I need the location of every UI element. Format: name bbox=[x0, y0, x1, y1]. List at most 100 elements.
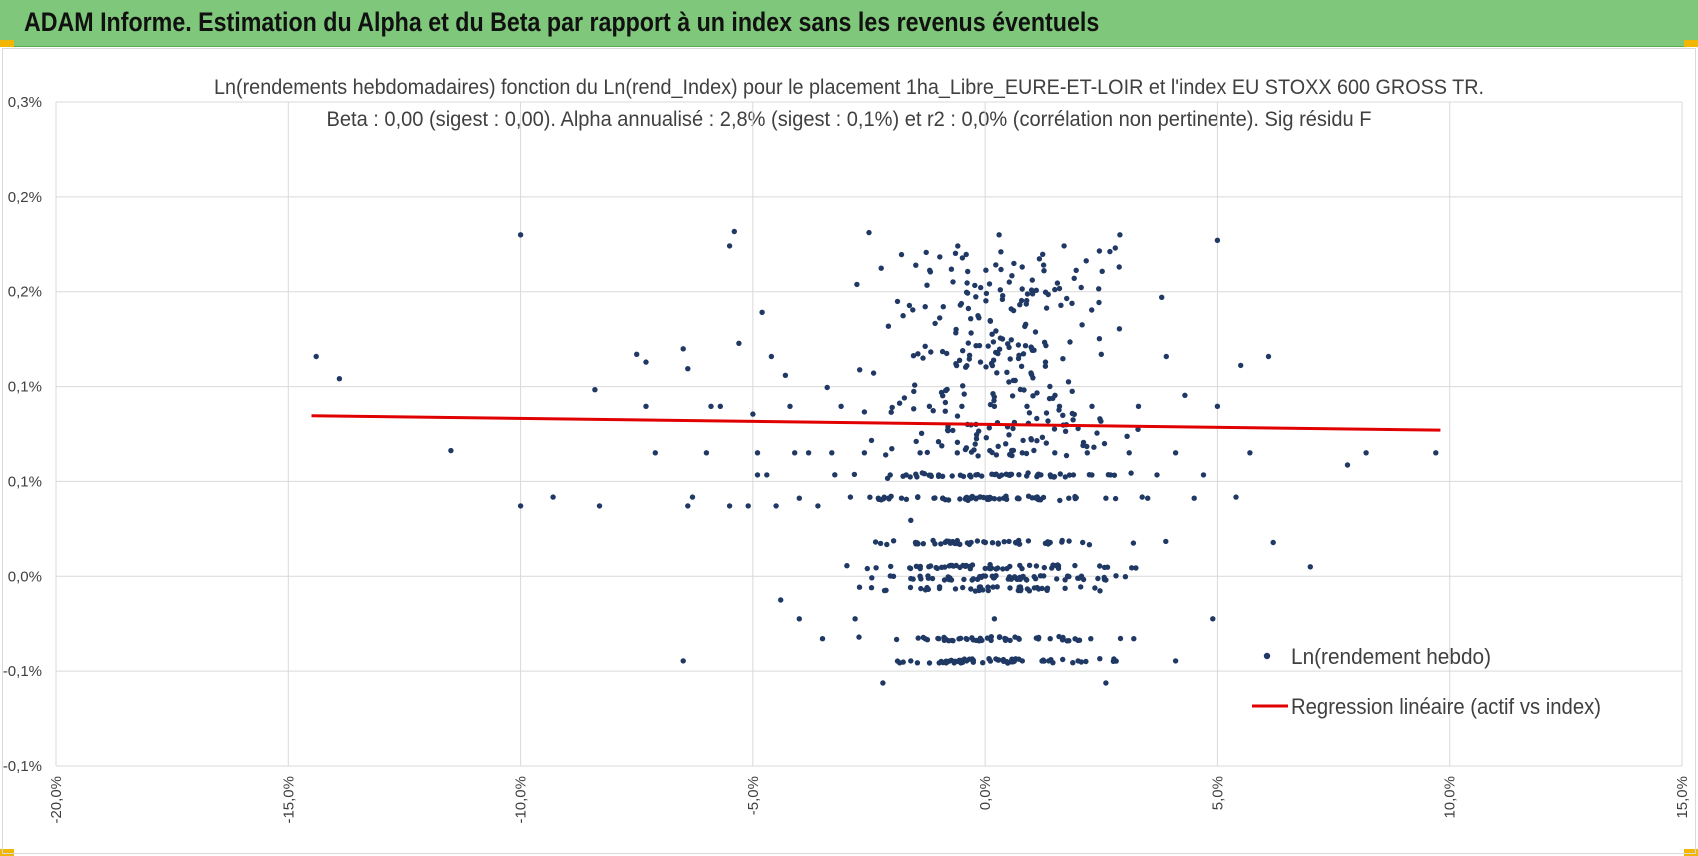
data-point bbox=[1210, 616, 1216, 622]
data-point bbox=[1018, 586, 1024, 592]
data-point bbox=[868, 585, 875, 591]
data-point bbox=[989, 471, 995, 477]
data-point bbox=[1006, 379, 1012, 385]
data-point bbox=[1247, 450, 1253, 456]
data-point bbox=[977, 635, 983, 641]
data-point bbox=[448, 447, 454, 454]
data-point bbox=[717, 403, 723, 409]
data-point bbox=[1029, 291, 1036, 297]
data-point bbox=[926, 403, 933, 409]
data-point bbox=[1034, 390, 1040, 396]
data-point bbox=[976, 342, 983, 349]
data-point bbox=[940, 393, 946, 399]
data-point bbox=[952, 250, 959, 256]
data-point bbox=[1071, 275, 1077, 281]
data-point bbox=[1066, 495, 1072, 501]
data-point bbox=[1163, 538, 1169, 545]
data-point bbox=[915, 494, 921, 500]
y-tick-label: 0,0% bbox=[8, 568, 42, 585]
x-tick-label: 5,0% bbox=[1209, 776, 1226, 810]
data-point bbox=[957, 472, 964, 478]
x-tick-label: -20,0% bbox=[48, 776, 65, 824]
data-point bbox=[824, 384, 830, 391]
data-point bbox=[1078, 659, 1085, 665]
data-point bbox=[967, 566, 973, 572]
data-point bbox=[928, 349, 934, 355]
data-point bbox=[983, 364, 989, 370]
data-point bbox=[1022, 321, 1029, 327]
y-tick-label: -0,1% bbox=[3, 663, 42, 680]
data-point bbox=[973, 436, 980, 442]
data-point bbox=[991, 616, 998, 622]
data-point bbox=[1009, 393, 1016, 399]
data-point bbox=[994, 584, 1000, 590]
data-point bbox=[1007, 563, 1013, 570]
data-point bbox=[935, 473, 942, 479]
data-point bbox=[946, 638, 952, 644]
data-point bbox=[917, 573, 923, 579]
header-bar: ADAM Informe. Estimation du Alpha et du … bbox=[0, 0, 1698, 47]
data-point bbox=[886, 496, 892, 502]
data-point bbox=[1063, 452, 1070, 459]
data-point bbox=[1059, 637, 1066, 643]
y-tick-label: 0,2% bbox=[8, 189, 42, 206]
legend-point-marker bbox=[1263, 652, 1271, 660]
data-point bbox=[1051, 426, 1058, 432]
data-point bbox=[887, 472, 893, 478]
data-point bbox=[937, 315, 943, 321]
data-point bbox=[1012, 634, 1018, 640]
data-point bbox=[982, 539, 989, 546]
data-point bbox=[918, 585, 924, 592]
header-title: ADAM Informe. Estimation du Alpha et du … bbox=[24, 7, 1100, 37]
data-point bbox=[1004, 369, 1010, 375]
data-point bbox=[910, 307, 916, 313]
data-point bbox=[1097, 563, 1103, 569]
data-point bbox=[948, 266, 955, 272]
data-point bbox=[1014, 495, 1021, 502]
data-point bbox=[1089, 403, 1095, 409]
data-point bbox=[1008, 337, 1014, 343]
data-point bbox=[922, 304, 928, 310]
data-point bbox=[1135, 426, 1141, 432]
data-point bbox=[1079, 322, 1085, 328]
data-point bbox=[1159, 294, 1165, 300]
data-point bbox=[1035, 471, 1042, 477]
data-point bbox=[878, 497, 884, 503]
data-point bbox=[592, 387, 598, 393]
data-point bbox=[1062, 585, 1068, 591]
data-point bbox=[999, 296, 1006, 303]
data-point bbox=[898, 251, 905, 258]
data-point bbox=[954, 413, 961, 419]
data-point bbox=[1344, 462, 1351, 468]
data-point bbox=[1069, 388, 1075, 394]
data-point bbox=[1047, 657, 1054, 664]
data-point bbox=[1009, 447, 1015, 454]
data-point bbox=[1133, 565, 1139, 571]
data-point bbox=[939, 495, 946, 502]
data-point bbox=[920, 634, 926, 641]
data-point bbox=[778, 597, 784, 603]
x-tick-label: -10,0% bbox=[513, 776, 530, 824]
data-point bbox=[1065, 379, 1072, 385]
data-point bbox=[680, 346, 686, 352]
y-tick-label: 0,1% bbox=[8, 473, 42, 490]
data-point bbox=[873, 565, 879, 571]
data-point bbox=[908, 517, 914, 523]
data-point bbox=[1086, 542, 1093, 548]
data-point bbox=[914, 474, 920, 480]
data-point bbox=[1043, 305, 1050, 311]
data-point bbox=[313, 353, 319, 360]
data-point bbox=[942, 564, 948, 570]
data-point bbox=[866, 229, 872, 236]
data-point bbox=[796, 495, 802, 501]
data-point bbox=[1054, 280, 1061, 286]
data-point bbox=[1049, 565, 1055, 571]
data-point bbox=[927, 269, 934, 275]
data-point bbox=[950, 427, 956, 434]
data-point bbox=[927, 563, 934, 569]
data-point bbox=[1003, 636, 1009, 642]
data-point bbox=[736, 340, 742, 346]
data-point bbox=[1112, 245, 1119, 251]
data-point bbox=[1033, 563, 1040, 569]
data-point bbox=[900, 659, 906, 665]
